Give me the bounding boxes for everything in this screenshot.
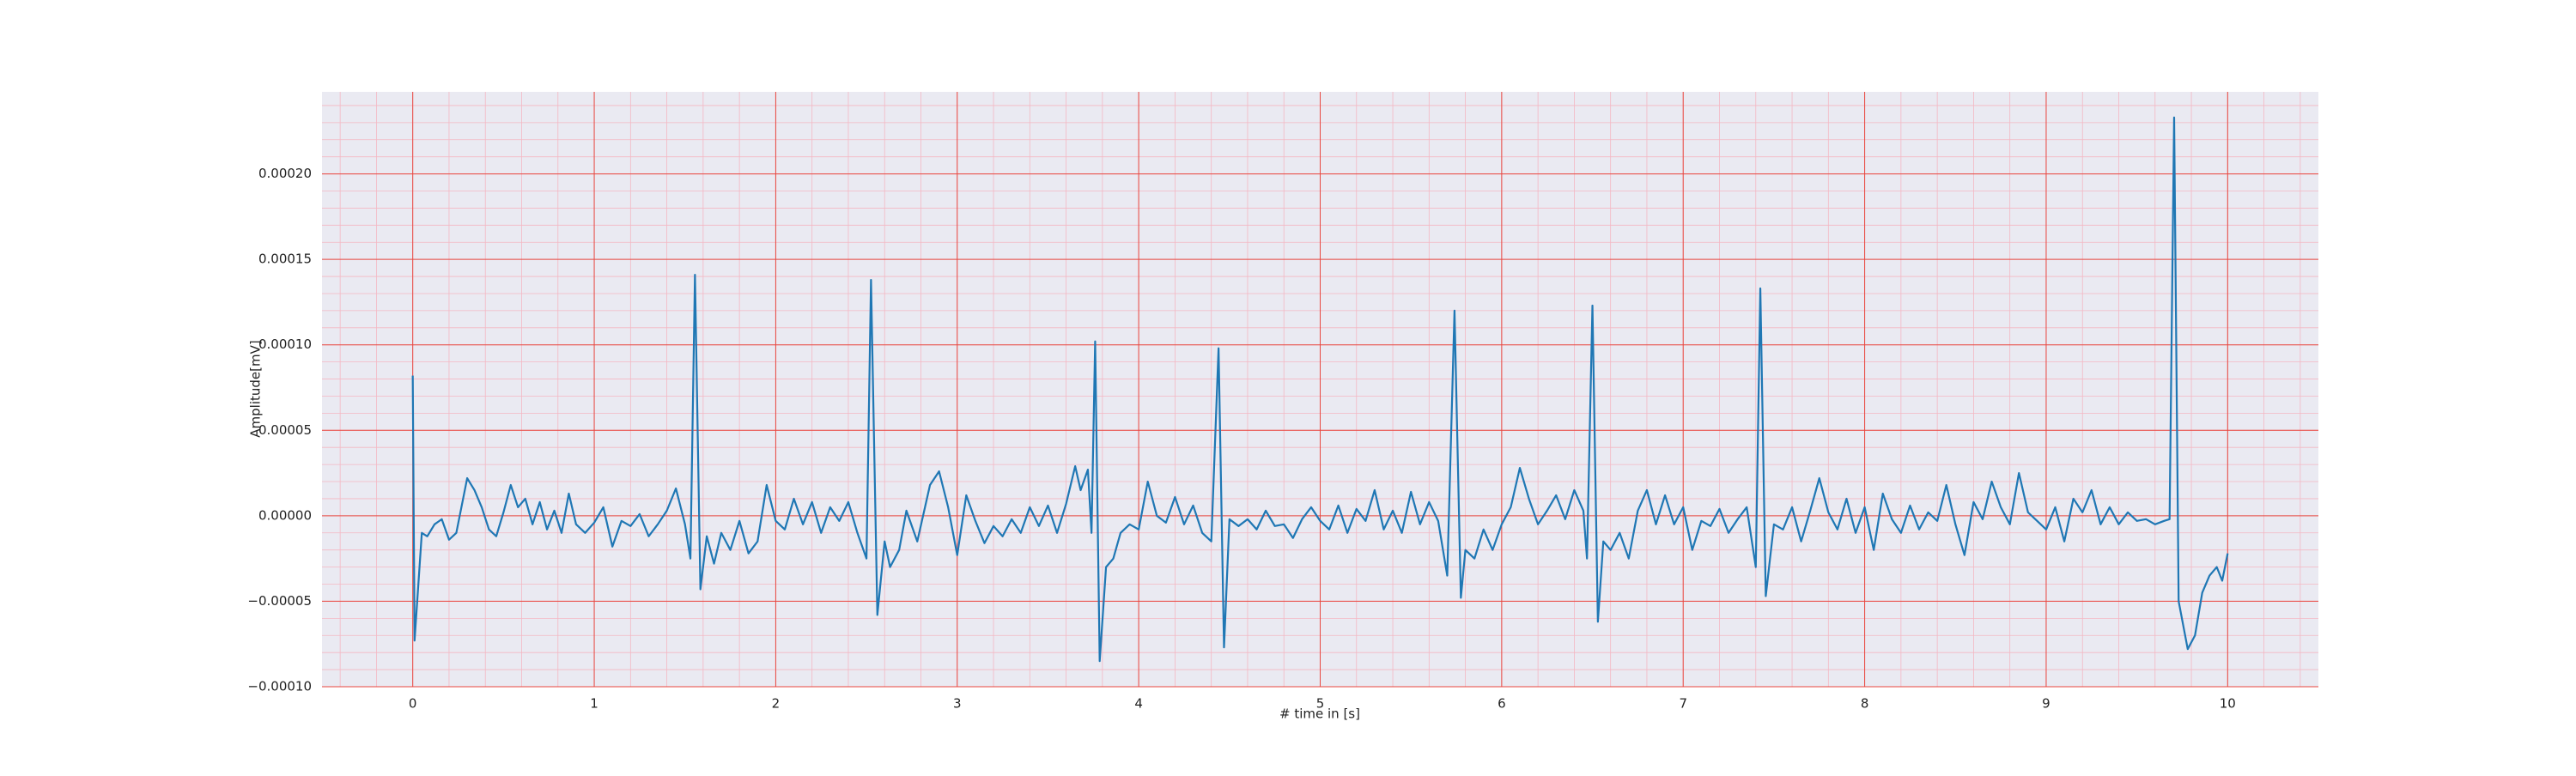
x-tick-label: 7 bbox=[1679, 696, 1687, 712]
x-tick-label: 2 bbox=[772, 696, 781, 712]
x-tick-label: 4 bbox=[1134, 696, 1143, 712]
y-tick-label: 0.00005 bbox=[258, 422, 312, 438]
y-tick-label: −0.00010 bbox=[247, 679, 312, 694]
x-tick-label: 3 bbox=[953, 696, 962, 712]
x-tick-label: 9 bbox=[2042, 696, 2050, 712]
y-axis-label: Amplitude[mV] bbox=[248, 340, 264, 437]
y-tick-label: 0.00015 bbox=[258, 252, 312, 267]
y-tick-label: 0.00020 bbox=[258, 166, 312, 181]
y-tick-label: 0.00000 bbox=[258, 507, 312, 523]
data-line bbox=[411, 116, 2229, 663]
x-tick-label: 0 bbox=[409, 696, 417, 712]
x-tick-label: 10 bbox=[2220, 696, 2236, 712]
x-tick-label: 5 bbox=[1316, 696, 1325, 712]
y-tick-label: 0.00010 bbox=[258, 336, 312, 352]
x-tick-label: 6 bbox=[1498, 696, 1506, 712]
x-tick-label: 1 bbox=[590, 696, 598, 712]
x-axis-label: # time in [s] bbox=[1279, 706, 1360, 722]
y-tick-label: −0.00005 bbox=[247, 593, 312, 609]
x-tick-label: 8 bbox=[1861, 696, 1869, 712]
